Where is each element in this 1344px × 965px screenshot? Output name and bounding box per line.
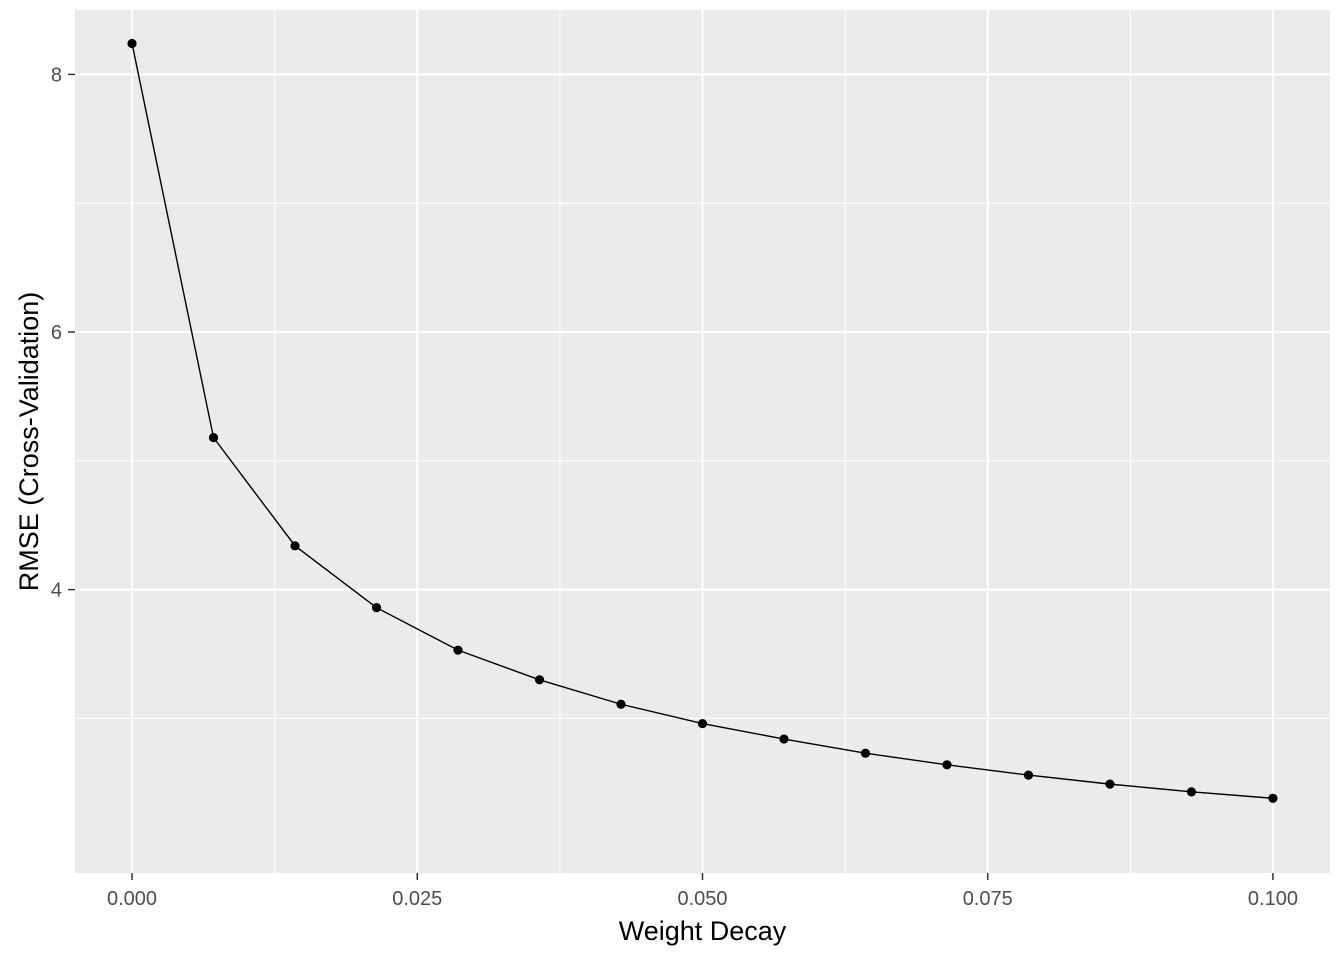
y-tick-label: 4 xyxy=(51,580,62,602)
data-point xyxy=(290,541,300,551)
data-point xyxy=(453,645,463,655)
data-point xyxy=(127,38,137,49)
y-tick-label: 8 xyxy=(51,64,62,86)
x-tick-label: 0.050 xyxy=(677,888,727,910)
data-point xyxy=(534,675,545,685)
data-point xyxy=(208,433,219,443)
y-tick-label: 6 xyxy=(51,322,62,344)
data-point xyxy=(616,699,626,709)
data-point xyxy=(779,734,789,744)
x-axis-title: Weight Decay xyxy=(619,916,787,946)
data-series xyxy=(127,38,1278,803)
data-point xyxy=(1023,770,1034,780)
x-tick-label: 0.025 xyxy=(392,888,442,910)
y-axis-ticks: 4 6 8 xyxy=(51,64,75,602)
y-axis-title: RMSE (Cross-Validation) xyxy=(14,292,44,592)
data-point xyxy=(697,718,708,729)
x-tick-label: 0.000 xyxy=(107,888,157,910)
data-point xyxy=(1105,779,1115,789)
data-point xyxy=(1186,787,1197,797)
major-gridlines xyxy=(75,10,1330,873)
x-axis-ticks: 0.000 0.025 0.050 0.075 0.100 xyxy=(107,873,1298,910)
data-point xyxy=(942,760,952,770)
data-point xyxy=(860,748,871,758)
data-point xyxy=(1268,793,1278,803)
data-point xyxy=(371,603,382,613)
x-tick-label: 0.100 xyxy=(1248,888,1298,910)
x-tick-label: 0.075 xyxy=(963,888,1013,910)
